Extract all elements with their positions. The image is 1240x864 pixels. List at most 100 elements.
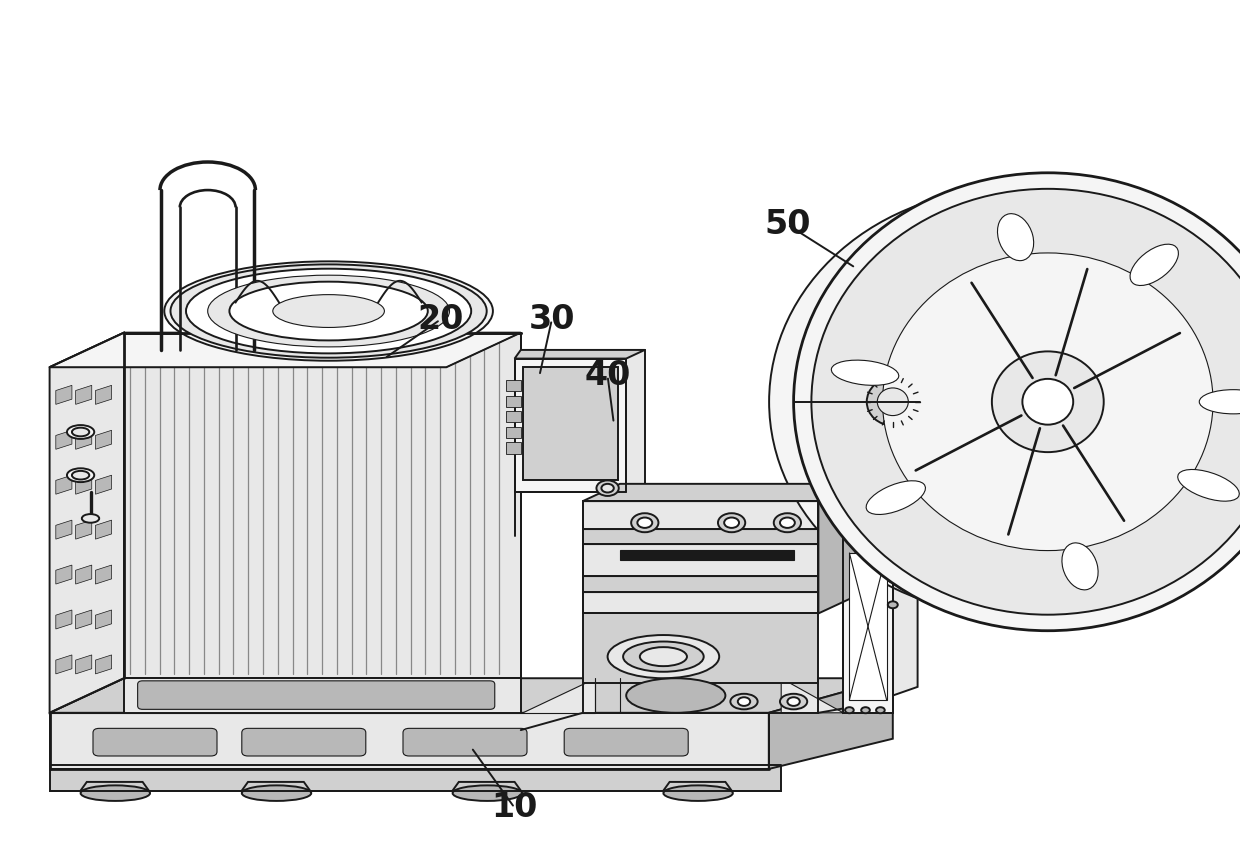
Polygon shape bbox=[583, 613, 818, 683]
Ellipse shape bbox=[867, 378, 919, 426]
Polygon shape bbox=[583, 529, 818, 544]
Ellipse shape bbox=[626, 678, 725, 713]
Ellipse shape bbox=[846, 707, 854, 714]
Ellipse shape bbox=[242, 785, 311, 801]
Polygon shape bbox=[50, 765, 781, 791]
FancyBboxPatch shape bbox=[403, 728, 527, 756]
Ellipse shape bbox=[601, 484, 614, 492]
Ellipse shape bbox=[637, 518, 652, 528]
Polygon shape bbox=[843, 492, 893, 713]
Ellipse shape bbox=[738, 697, 750, 706]
FancyBboxPatch shape bbox=[242, 728, 366, 756]
Ellipse shape bbox=[718, 513, 745, 532]
Polygon shape bbox=[56, 565, 72, 584]
Ellipse shape bbox=[888, 601, 898, 608]
Ellipse shape bbox=[794, 173, 1240, 631]
Ellipse shape bbox=[72, 471, 89, 480]
Ellipse shape bbox=[811, 189, 1240, 614]
Ellipse shape bbox=[730, 694, 758, 709]
Ellipse shape bbox=[171, 264, 486, 358]
Polygon shape bbox=[95, 520, 112, 539]
Ellipse shape bbox=[883, 253, 1213, 550]
Ellipse shape bbox=[81, 785, 150, 801]
Bar bbox=[506, 380, 521, 391]
Bar bbox=[506, 396, 521, 407]
Ellipse shape bbox=[780, 694, 807, 709]
Polygon shape bbox=[76, 655, 92, 674]
Polygon shape bbox=[95, 565, 112, 584]
Polygon shape bbox=[76, 475, 92, 494]
Ellipse shape bbox=[724, 518, 739, 528]
Polygon shape bbox=[50, 333, 124, 713]
Ellipse shape bbox=[453, 785, 522, 801]
Ellipse shape bbox=[861, 707, 870, 714]
Polygon shape bbox=[95, 385, 112, 404]
Ellipse shape bbox=[72, 428, 89, 436]
Polygon shape bbox=[56, 520, 72, 539]
Polygon shape bbox=[453, 782, 521, 791]
Bar bbox=[506, 427, 521, 438]
Polygon shape bbox=[583, 484, 856, 501]
FancyBboxPatch shape bbox=[93, 728, 217, 756]
Polygon shape bbox=[95, 655, 112, 674]
FancyBboxPatch shape bbox=[138, 681, 495, 709]
Text: 40: 40 bbox=[584, 359, 631, 392]
Polygon shape bbox=[124, 678, 521, 713]
Polygon shape bbox=[50, 713, 769, 769]
Ellipse shape bbox=[186, 269, 471, 353]
Ellipse shape bbox=[208, 275, 449, 346]
Ellipse shape bbox=[780, 518, 795, 528]
Text: 30: 30 bbox=[528, 303, 575, 336]
Ellipse shape bbox=[992, 352, 1104, 452]
Text: 10: 10 bbox=[491, 791, 538, 824]
Ellipse shape bbox=[1061, 543, 1099, 590]
Polygon shape bbox=[818, 484, 856, 613]
Polygon shape bbox=[50, 678, 893, 713]
Polygon shape bbox=[583, 501, 818, 613]
Polygon shape bbox=[515, 350, 645, 359]
Ellipse shape bbox=[229, 282, 428, 340]
Ellipse shape bbox=[831, 360, 899, 385]
Polygon shape bbox=[521, 350, 645, 484]
Polygon shape bbox=[242, 782, 310, 791]
Ellipse shape bbox=[866, 480, 925, 514]
Polygon shape bbox=[769, 678, 893, 769]
Ellipse shape bbox=[1199, 390, 1240, 414]
Ellipse shape bbox=[663, 785, 733, 801]
Polygon shape bbox=[56, 430, 72, 449]
Bar bbox=[506, 442, 521, 454]
Ellipse shape bbox=[875, 707, 885, 714]
Polygon shape bbox=[523, 367, 618, 480]
Polygon shape bbox=[583, 576, 818, 592]
Ellipse shape bbox=[67, 468, 94, 482]
Polygon shape bbox=[76, 520, 92, 539]
Ellipse shape bbox=[1022, 378, 1074, 425]
Bar bbox=[620, 550, 794, 560]
Ellipse shape bbox=[769, 189, 1240, 614]
Ellipse shape bbox=[1130, 245, 1178, 285]
Polygon shape bbox=[521, 678, 595, 713]
Ellipse shape bbox=[608, 635, 719, 678]
Polygon shape bbox=[76, 430, 92, 449]
Ellipse shape bbox=[774, 513, 801, 532]
Ellipse shape bbox=[164, 262, 494, 361]
Ellipse shape bbox=[640, 647, 687, 666]
Polygon shape bbox=[95, 475, 112, 494]
Ellipse shape bbox=[596, 480, 619, 496]
Ellipse shape bbox=[878, 388, 908, 416]
Polygon shape bbox=[515, 359, 626, 492]
Text: 20: 20 bbox=[417, 303, 464, 336]
Polygon shape bbox=[56, 385, 72, 404]
Ellipse shape bbox=[273, 295, 384, 327]
Polygon shape bbox=[95, 430, 112, 449]
Ellipse shape bbox=[997, 213, 1034, 261]
Polygon shape bbox=[56, 475, 72, 494]
Polygon shape bbox=[56, 610, 72, 629]
Ellipse shape bbox=[67, 425, 94, 439]
Ellipse shape bbox=[1178, 469, 1239, 501]
Polygon shape bbox=[843, 467, 918, 713]
Polygon shape bbox=[56, 655, 72, 674]
Ellipse shape bbox=[82, 514, 99, 523]
Ellipse shape bbox=[787, 697, 800, 706]
Polygon shape bbox=[95, 610, 112, 629]
